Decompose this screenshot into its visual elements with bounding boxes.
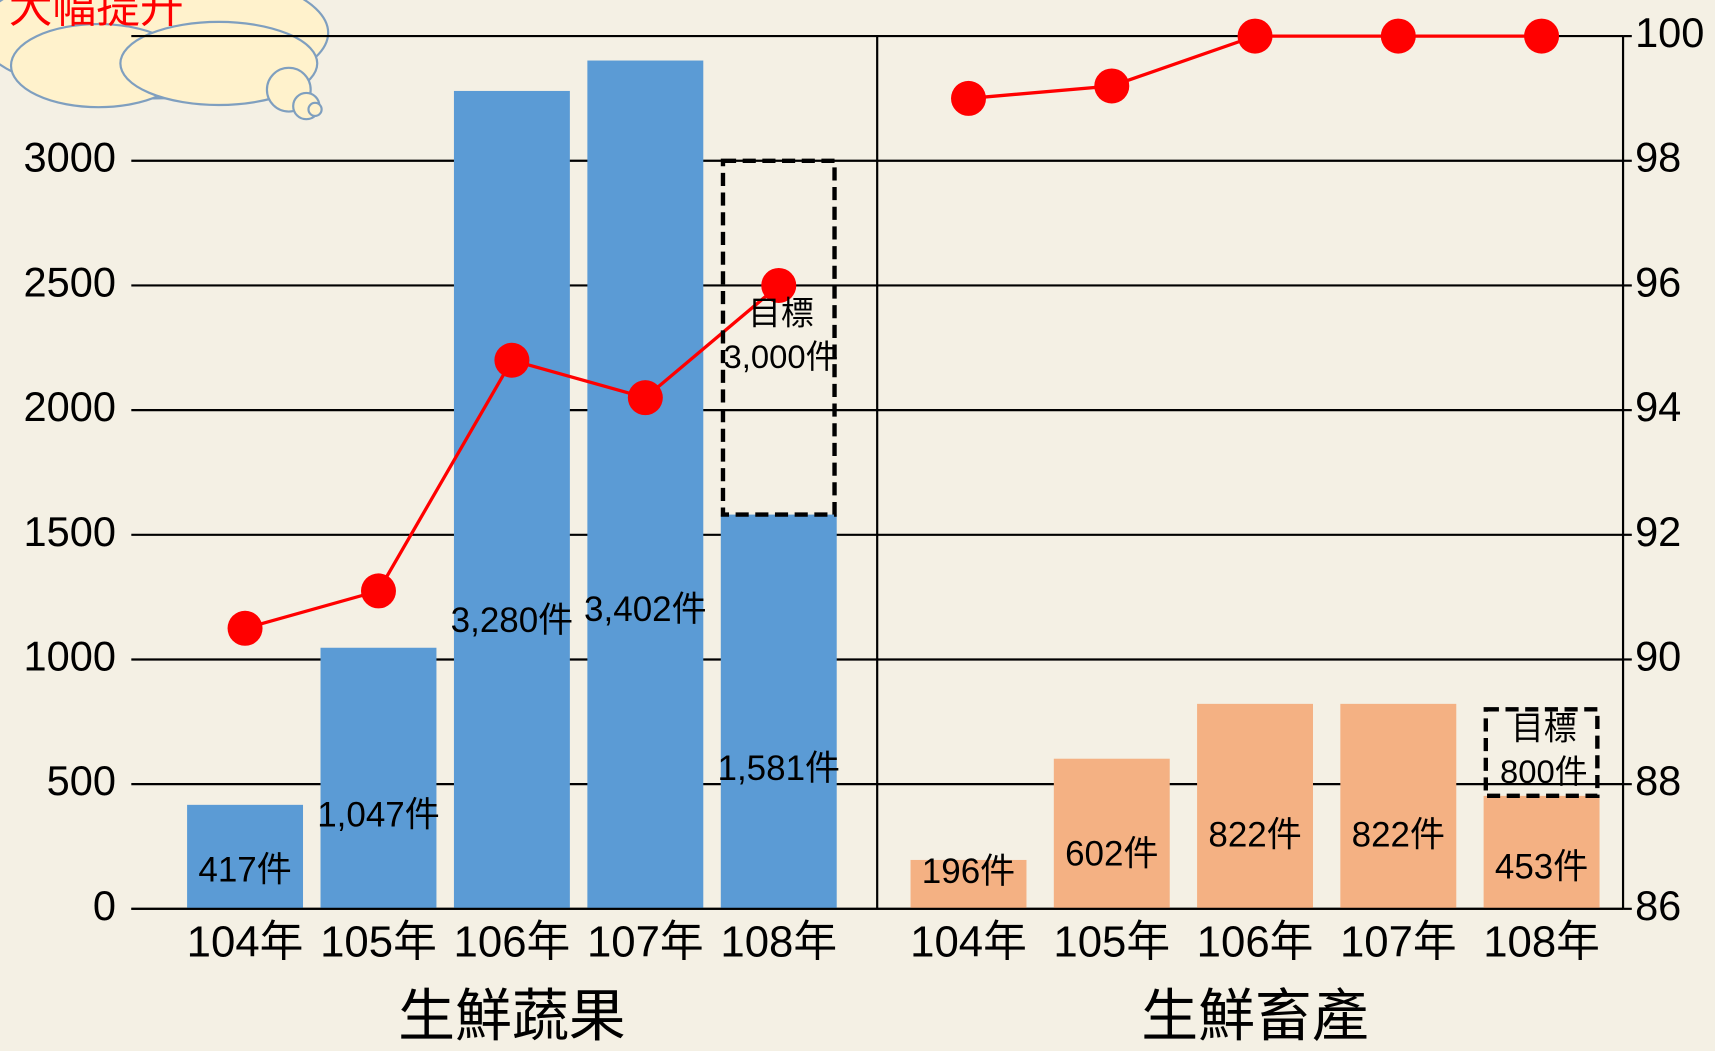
value-label: 1,581件 (717, 749, 840, 788)
bar (454, 91, 570, 909)
value-label: 453件 (1495, 848, 1588, 887)
bar (321, 648, 437, 909)
y2-tick-label: 100 (1635, 9, 1704, 56)
value-label: 196件 (922, 852, 1015, 891)
y-tick-label: 3000 (24, 134, 116, 181)
page: 大幅提升 0 500 1000 1500 2000 2500 3000 86 88 90 92 94 9… (0, 0, 1715, 1051)
line-point (228, 611, 263, 646)
bar (721, 515, 837, 909)
value-label: 822件 (1352, 815, 1445, 854)
x-tick-label: 105年 (320, 917, 437, 966)
y2-tick-label: 96 (1635, 258, 1681, 305)
x-tick-label: 106年 (454, 917, 571, 966)
x-tick-label: 107年 (1340, 917, 1457, 966)
value-label: 417件 (198, 851, 291, 890)
y2-tick-label: 94 (1635, 383, 1681, 430)
x-tick-label: 108年 (1483, 917, 1600, 966)
bar (587, 61, 703, 909)
line-point (494, 343, 529, 378)
line-point (1381, 19, 1416, 54)
target-value-label: 3,000件 (724, 338, 839, 375)
x-tick-label: 104年 (187, 917, 304, 966)
bar (1197, 704, 1313, 909)
line-point (951, 81, 986, 116)
y2-tick-label: 88 (1635, 757, 1681, 804)
value-label: 822件 (1208, 815, 1301, 854)
target-label: 目標 (748, 294, 814, 331)
y2-tick-label: 86 (1635, 882, 1681, 929)
y2-tick-label: 98 (1635, 134, 1681, 181)
annotation: 大幅提升 (9, 0, 184, 32)
y-tick-label: 500 (47, 757, 116, 804)
group-label: 生鮮蔬果 (398, 985, 625, 1048)
y2-tick-label: 90 (1635, 632, 1681, 679)
value-label: 602件 (1065, 835, 1158, 874)
value-label: 1,047件 (317, 796, 440, 835)
line-point (1238, 19, 1273, 54)
x-tick-label: 104年 (910, 917, 1027, 966)
y2-tick-label: 92 (1635, 508, 1681, 555)
value-label: 3,280件 (451, 601, 574, 640)
y-tick-label: 0 (93, 882, 116, 929)
value-label: 3,402件 (584, 590, 707, 629)
bar (1340, 704, 1456, 909)
x-tick-label: 105年 (1053, 917, 1170, 966)
x-tick-label: 108年 (720, 917, 837, 966)
y-tick-label: 1500 (24, 508, 116, 555)
y-tick-label: 2500 (24, 258, 116, 305)
y-tick-label: 1000 (24, 632, 116, 679)
chart: 大幅提升 0 500 1000 1500 2000 2500 3000 86 88 90 92 94 9… (0, 0, 1715, 1051)
line-point (361, 573, 396, 608)
target-value-label: 800件 (1500, 753, 1588, 790)
line-point (1524, 19, 1559, 54)
group-label: 生鮮畜產 (1141, 985, 1368, 1048)
x-tick-label: 107年 (587, 917, 704, 966)
y-tick-label: 2000 (24, 383, 116, 430)
line-point (628, 380, 663, 415)
line-point (1094, 68, 1129, 103)
x-tick-label: 106年 (1197, 917, 1314, 966)
target-label: 目標 (1511, 709, 1577, 746)
